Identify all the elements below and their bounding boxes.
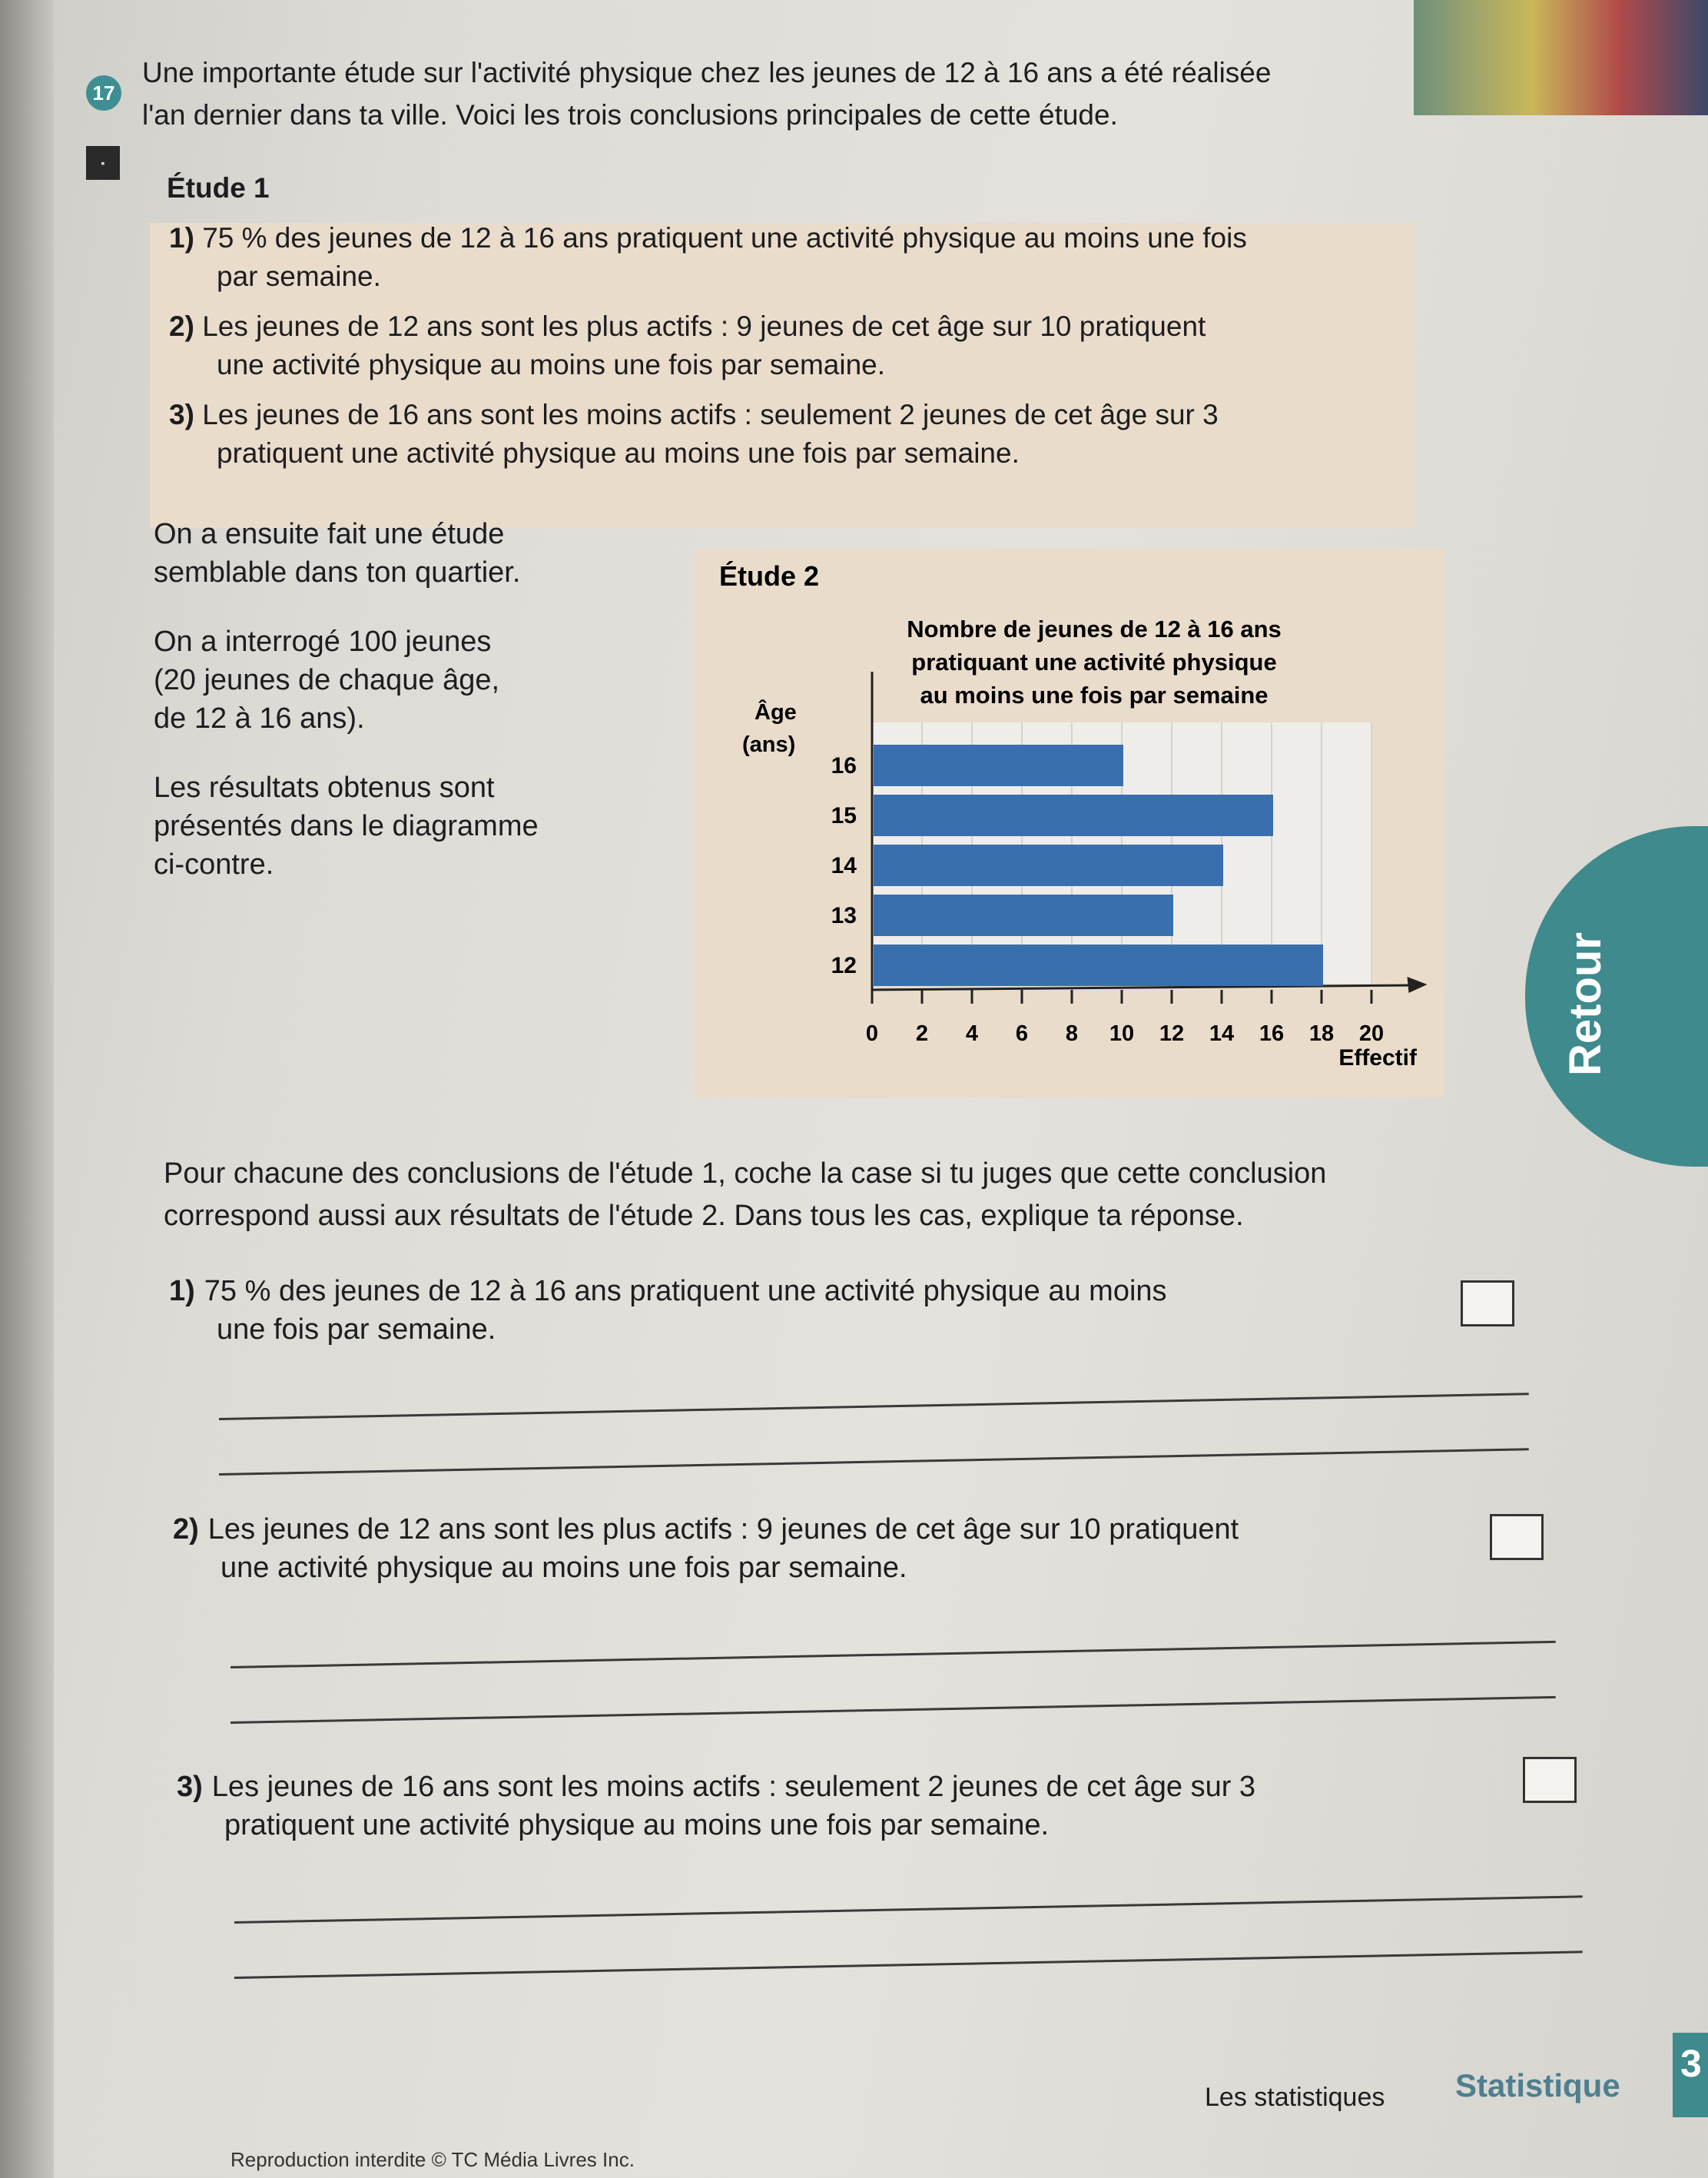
text-line: de 12 à 16 ans). — [154, 702, 365, 735]
x-tick-label: 2 — [916, 1021, 928, 1046]
question-text: Les jeunes de 12 ans sont les plus actif… — [207, 1513, 1239, 1546]
text-line: ci-contre. — [154, 848, 274, 881]
study1-conclusion-1: 1) 75 % des jeunes de 12 à 16 ans pratiq… — [169, 219, 1406, 296]
x-axis-arrow-icon — [1407, 977, 1428, 993]
y-tick-label: 13 — [831, 903, 857, 928]
page-number: 3 — [1673, 2033, 1708, 2117]
text-line: On a interrogé 100 jeunes — [154, 626, 492, 658]
x-tick-label: 18 — [1309, 1021, 1334, 1046]
intro-line-2: l'an dernier dans ta ville. Voici les tr… — [142, 99, 1118, 131]
question-text: 75 % des jeunes de 12 à 16 ans pratiquen… — [204, 1275, 1167, 1307]
intro-line-1: Une importante étude sur l'activité phys… — [142, 57, 1272, 88]
question-1: 1) 75 % des jeunes de 12 à 16 ans pratiqu… — [169, 1272, 1398, 1349]
conclusion-text: Les jeunes de 12 ans sont les plus actif… — [202, 310, 1206, 342]
text-line: semblable dans ton quartier. — [154, 556, 521, 589]
study1-conclusion-3: 3) Les jeunes de 16 ans sont les moins a… — [169, 396, 1406, 473]
answer-line[interactable] — [234, 1895, 1583, 1924]
answer-line[interactable] — [218, 1393, 1529, 1420]
y-tick-label: 16 — [831, 753, 857, 779]
text-line: Les résultats obtenus sont — [154, 772, 495, 804]
question-1-checkbox[interactable] — [1461, 1280, 1514, 1326]
y-tick-label: 15 — [831, 803, 857, 828]
chart-title-line-3: au moins une fois par semaine — [920, 682, 1268, 709]
question-number: 2) — [173, 1513, 199, 1546]
bar-age-13 — [874, 895, 1173, 936]
conclusion-number: 2) — [169, 310, 194, 342]
question-2-checkbox[interactable] — [1490, 1514, 1544, 1560]
study2-chart-panel: Étude 2 Nombre de jeunes de 12 à 16 ans … — [695, 549, 1444, 1097]
study1-title: Étude 1 — [167, 172, 270, 204]
instruction-line-2: correspond aussi aux résultats de l'étud… — [164, 1200, 1244, 1232]
conclusion-number: 3) — [169, 399, 194, 430]
answer-line[interactable] — [218, 1448, 1529, 1476]
conclusion-text-cont: par semaine. — [217, 261, 381, 292]
question-3-checkbox[interactable] — [1523, 1757, 1577, 1803]
exercise-number-badge: 17 — [86, 75, 121, 111]
study1-panel — [150, 223, 1416, 528]
retour-tab[interactable] — [1525, 826, 1708, 1167]
bar-age-14 — [874, 845, 1223, 886]
x-tick-label: 4 — [966, 1021, 978, 1046]
study2-title: Étude 2 — [719, 560, 819, 592]
chart-title-line-2: pratiquant une activité physique — [911, 649, 1276, 676]
y-axis-label-1: Âge — [755, 699, 797, 725]
bar-chart: Étude 2 Nombre de jeunes de 12 à 16 ans … — [719, 560, 1428, 1071]
copyright: Reproduction interdite © TC Média Livres… — [230, 2148, 635, 2171]
question-number: 1) — [169, 1275, 195, 1307]
bar-age-16 — [874, 745, 1123, 786]
x-tick-label: 6 — [1016, 1021, 1028, 1046]
x-tick-label: 0 — [866, 1021, 878, 1046]
conclusion-number: 1) — [169, 222, 194, 254]
text-line: présentés dans le diagramme — [154, 810, 539, 842]
book-spine-shadow — [0, 0, 54, 2178]
question-text: Les jeunes de 16 ans sont les moins acti… — [211, 1771, 1256, 1803]
question-text-cont: pratiquent une activité physique au moin… — [224, 1809, 1050, 1841]
footer-section: Statistique — [1455, 2067, 1620, 2103]
question-2: 2) Les jeunes de 12 ans sont les plus act… — [173, 1510, 1402, 1587]
bar-age-15 — [874, 795, 1273, 836]
retour-tab-label[interactable]: Retour — [1560, 932, 1610, 1076]
text-line: (20 jeunes de chaque âge, — [154, 664, 500, 696]
answer-line[interactable] — [234, 1951, 1583, 1979]
instruction-line-1: Pour chacune des conclusions de l'étude … — [164, 1157, 1327, 1190]
x-tick-label: 16 — [1259, 1021, 1284, 1046]
text-line: On a ensuite fait une étude — [154, 518, 505, 550]
answer-line[interactable] — [230, 1640, 1556, 1668]
chart-title-line-1: Nombre de jeunes de 12 à 16 ans — [907, 616, 1282, 642]
question-text-cont: une fois par semaine. — [217, 1313, 496, 1346]
conclusion-text: Les jeunes de 16 ans sont les moins acti… — [202, 399, 1219, 430]
question-number: 3) — [177, 1771, 203, 1803]
x-tick-label: 20 — [1359, 1021, 1384, 1046]
bar-age-12 — [874, 945, 1323, 986]
study1-conclusion-2: 2) Les jeunes de 12 ans sont les plus ac… — [169, 307, 1406, 384]
answer-line[interactable] — [230, 1695, 1556, 1724]
x-axis-label: Effectif — [1338, 1045, 1418, 1071]
exercise-tag-icon: ▪ — [86, 146, 120, 180]
question-3: 3) Les jeunes de 16 ans sont les moins ac… — [177, 1768, 1406, 1844]
page-edge-stripes — [1414, 0, 1708, 115]
x-tick-label: 10 — [1109, 1021, 1134, 1046]
x-tick-label: 12 — [1159, 1021, 1184, 1046]
footer-chapter: Les statistiques — [1205, 2083, 1385, 2112]
conclusion-text-cont: une activité physique au moins une fois … — [217, 349, 886, 380]
x-tick-label: 8 — [1066, 1021, 1078, 1046]
y-tick-label: 12 — [831, 953, 857, 978]
x-tick-label: 14 — [1209, 1021, 1234, 1046]
conclusion-text-cont: pratiquent une activité physique au moin… — [217, 437, 1020, 469]
y-tick-label: 14 — [831, 853, 857, 878]
question-text-cont: une activité physique au moins une fois … — [221, 1552, 907, 1584]
conclusion-text: 75 % des jeunes de 12 à 16 ans pratiquen… — [202, 222, 1247, 254]
y-axis-label-2: (ans) — [742, 732, 795, 757]
left-description: On a ensuite fait une étude semblable da… — [154, 515, 539, 884]
